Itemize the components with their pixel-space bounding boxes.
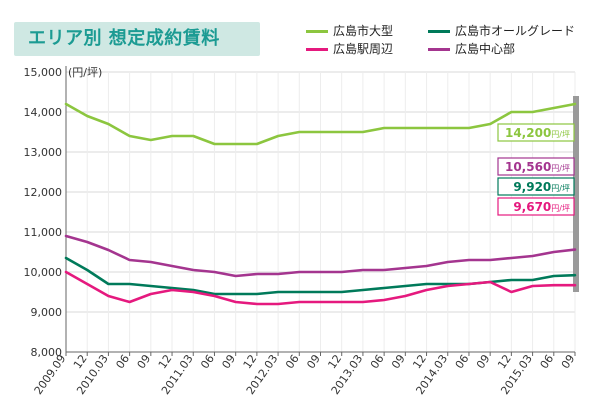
legend: 広島市大型 広島市オールグレード 広島駅周辺 広島中心部 bbox=[300, 16, 596, 64]
callout-number: 9,670 bbox=[513, 200, 551, 214]
chart-title: エリア別 想定成約賃料 bbox=[28, 28, 220, 49]
y-tick-label: 14,000 bbox=[24, 106, 63, 119]
callout-unit: 円/坪 bbox=[551, 204, 570, 213]
callout-box bbox=[497, 123, 575, 142]
legend-label: 広島駅周辺 bbox=[333, 42, 394, 56]
callout-unit: 円/坪 bbox=[551, 130, 570, 139]
chart-title-box: エリア別 想定成約賃料 bbox=[14, 22, 260, 56]
callout-box bbox=[497, 157, 575, 176]
end-marker-bar bbox=[573, 96, 579, 292]
y-axis-unit-label: (円/坪) bbox=[68, 66, 102, 79]
end-value-callout: 9,920円/坪 bbox=[497, 177, 575, 196]
callout-unit: 円/坪 bbox=[551, 164, 570, 173]
legend-item-hiroshima-station: 広島駅周辺 bbox=[306, 40, 393, 58]
callout-value: 9,670円/坪 bbox=[513, 200, 570, 214]
callout-box bbox=[497, 197, 575, 216]
legend-swatch bbox=[306, 48, 328, 51]
legend-swatch bbox=[306, 30, 328, 33]
legend-label: 広島中心部 bbox=[455, 42, 516, 56]
y-tick-label: 11,000 bbox=[24, 226, 63, 239]
callout-number: 14,200 bbox=[505, 126, 551, 140]
series-line bbox=[64, 234, 577, 278]
y-tick-label: 8,000 bbox=[31, 346, 63, 359]
callout-value: 14,200円/坪 bbox=[505, 126, 570, 140]
callout-number: 10,560 bbox=[505, 160, 551, 174]
y-tick-label: 15,000 bbox=[24, 66, 63, 79]
end-value-callout: 9,670円/坪 bbox=[497, 197, 575, 216]
callout-value: 9,920円/坪 bbox=[513, 180, 570, 194]
y-tick-label: 10,000 bbox=[24, 266, 63, 279]
legend-label: 広島市オールグレード bbox=[455, 24, 576, 38]
legend-item-hiroshima-large: 広島市大型 bbox=[306, 22, 393, 40]
legend-item-hiroshima-central: 広島中心部 bbox=[428, 40, 515, 58]
y-tick-label: 9,000 bbox=[31, 306, 63, 319]
callout-unit: 円/坪 bbox=[551, 184, 570, 193]
y-tick-label: 12,000 bbox=[24, 186, 63, 199]
end-value-callout: 10,560円/坪 bbox=[497, 157, 575, 176]
series-line bbox=[64, 270, 577, 306]
legend-swatch bbox=[428, 30, 450, 33]
series-line bbox=[64, 102, 577, 146]
callout-number: 9,920 bbox=[513, 180, 551, 194]
callout-box bbox=[497, 177, 575, 196]
callout-value: 10,560円/坪 bbox=[505, 160, 570, 174]
legend-swatch bbox=[428, 48, 450, 51]
y-tick-label: 13,000 bbox=[24, 146, 63, 159]
legend-item-hiroshima-all-grade: 広島市オールグレード bbox=[428, 22, 575, 40]
end-value-callout: 14,200円/坪 bbox=[497, 123, 575, 142]
legend-label: 広島市大型 bbox=[333, 24, 394, 38]
